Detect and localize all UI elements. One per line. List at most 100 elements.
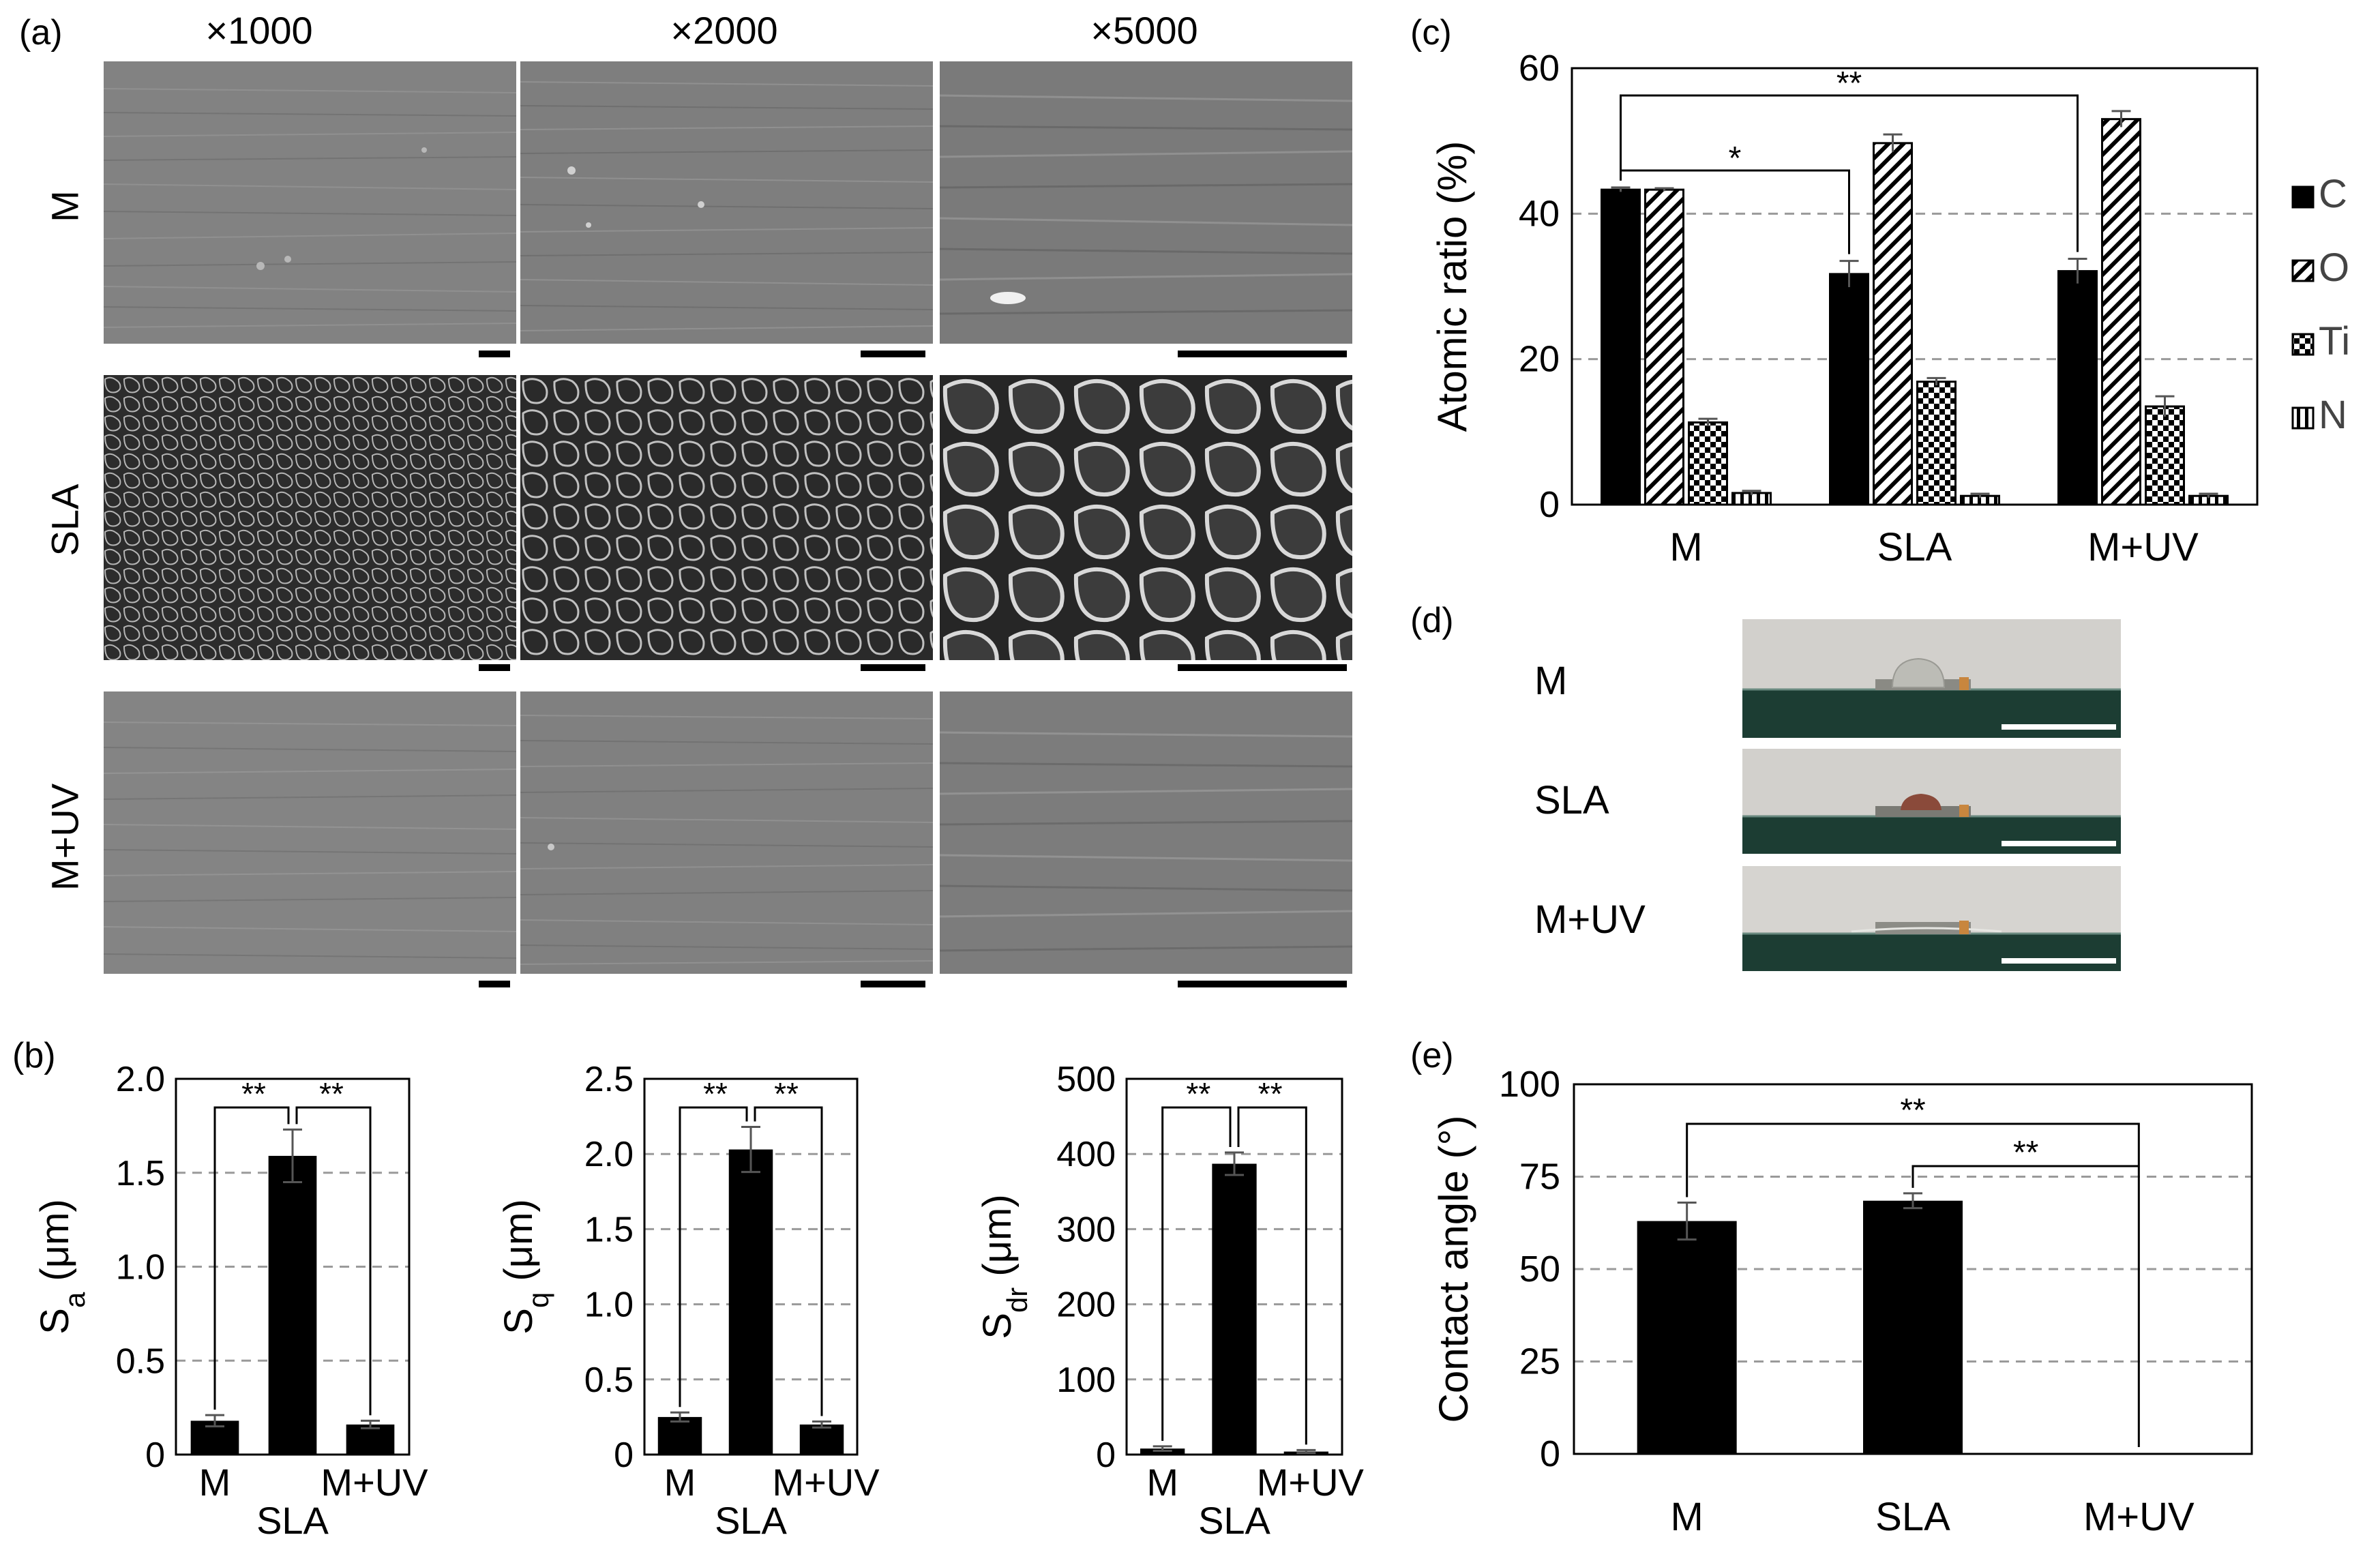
x-tick-label: SLA: [1877, 525, 1952, 569]
sem-image-sla-x1000: [104, 375, 516, 660]
significance-bracket: [1620, 94, 2079, 252]
y-tick-label: 2.0: [584, 1135, 634, 1174]
significance-bracket: [213, 1106, 290, 1410]
scale-bar: [1178, 981, 1347, 987]
x-tick-label: M: [1671, 1495, 1704, 1539]
significance-label: **: [319, 1076, 344, 1112]
bar-c-m: [1601, 188, 1641, 506]
x-tick-label: SLA: [715, 1499, 787, 1542]
chart-contact-angle: 0 25 50 75 100 M SLA M+UV ** ** Contact angle (°): [1405, 1050, 2380, 1563]
y-tick-label: 0: [614, 1435, 634, 1475]
x-tick-label: M+UV: [321, 1461, 428, 1504]
significance-label: **: [1186, 1076, 1210, 1112]
significance-label: *: [1729, 140, 1742, 177]
y-tick-label: 25: [1519, 1341, 1560, 1382]
y-axis-label: Sa (μm): [33, 1199, 91, 1334]
chart-sdr: 0 100 200 300 400 500 ** ** M M+UV SLA Sdr (μm): [968, 1050, 1391, 1563]
y-tick-label: 1.0: [116, 1248, 165, 1287]
scale-bar: [1178, 664, 1347, 671]
y-tick-label: 60: [1519, 48, 1560, 89]
bar-muv: [346, 1424, 395, 1455]
sem-image-muv-x1000: [104, 691, 516, 974]
y-tick-label: 100: [1499, 1064, 1560, 1105]
significance-label: **: [241, 1076, 266, 1112]
sem-image-m-x1000: [104, 61, 516, 344]
sem-row-label-sla: SLA: [43, 483, 87, 556]
bar-sla: [1863, 1200, 1963, 1454]
y-tick-label: 20: [1519, 339, 1560, 380]
chart-atomic-ratio: 0 20 40 60 M SLA M+UV ** * Atomic ratio (%) C O Ti N: [1405, 27, 2380, 593]
bar-o-muv: [2101, 118, 2141, 506]
y-tick-label: 0: [1539, 484, 1560, 525]
significance-bracket: [1912, 1165, 2139, 1188]
droplet-label-muv: M+UV: [1534, 897, 1646, 942]
scale-bar: [861, 351, 925, 357]
x-tick-label: SLA: [256, 1499, 329, 1542]
legend-swatch-n: [2291, 406, 2315, 430]
chart-sa: 0 0.5 1.0 1.5 2.0 ** ** M M+UV SLA Sa (μm): [0, 1050, 491, 1563]
y-tick-label: 0: [145, 1435, 165, 1475]
y-tick-label: 2.5: [584, 1060, 634, 1099]
panel-c-label: (c): [1410, 13, 1452, 53]
x-tick-label: M: [1669, 525, 1702, 569]
y-tick-label: 40: [1519, 193, 1560, 234]
y-tick-label: 1.5: [116, 1154, 165, 1193]
panel-a-label: (a): [19, 13, 63, 53]
y-tick-label: 2.0: [116, 1060, 165, 1099]
y-tick-label: 50: [1519, 1249, 1560, 1290]
bar-sla: [1212, 1163, 1257, 1455]
significance-bracket: [295, 1106, 372, 1416]
x-tick-label: M+UV: [1257, 1461, 1365, 1504]
droplet-label-sla: SLA: [1534, 778, 1609, 822]
scale-bar: [861, 981, 925, 987]
y-tick-label: 0: [1096, 1435, 1116, 1475]
y-axis-label: Sq (μm): [496, 1199, 554, 1334]
y-tick-label: 0: [1540, 1433, 1560, 1474]
droplet-photo-muv: [1742, 866, 2121, 971]
bar-muv: [799, 1424, 844, 1455]
significance-label: **: [703, 1076, 728, 1112]
droplet-label-m: M: [1534, 659, 1568, 703]
significance-bracket: [754, 1106, 823, 1416]
significance-bracket: [1237, 1106, 1307, 1445]
y-tick-label: 1.0: [584, 1285, 634, 1325]
y-tick-label: 100: [1056, 1360, 1116, 1400]
y-axis-label: Atomic ratio (%): [1429, 141, 1475, 432]
magnification-label-2000: ×2000: [670, 9, 778, 52]
significance-bracket: [679, 1106, 748, 1408]
sem-image-sla-x2000: [520, 375, 933, 660]
scale-bar: [1178, 351, 1347, 357]
plot-frame: [1571, 67, 2259, 506]
scale-bar: [479, 981, 510, 987]
bar-o-m: [1644, 188, 1684, 506]
x-tick-label: SLA: [1875, 1495, 1950, 1539]
significance-label: **: [2013, 1135, 2038, 1171]
sem-image-m-x5000: [940, 61, 1352, 344]
sem-row-label-m: M: [43, 190, 87, 222]
legend-swatch-o: [2291, 259, 2315, 282]
scale-bar: [479, 351, 510, 357]
x-tick-label: M: [1146, 1461, 1178, 1504]
bar-ti-muv: [2145, 405, 2185, 506]
legend-label-c: C: [2319, 172, 2347, 216]
x-tick-label: M+UV: [772, 1461, 880, 1504]
bar-m: [657, 1416, 702, 1455]
panel-e-label: (e): [1410, 1036, 1454, 1075]
significance-label: **: [1258, 1076, 1283, 1112]
sem-image-sla-x5000: [940, 375, 1352, 660]
bar-m: [1637, 1221, 1737, 1454]
scale-bar: [479, 664, 510, 671]
sem-image-m-x2000: [520, 61, 933, 344]
y-tick-label: 400: [1056, 1135, 1116, 1174]
y-tick-label: 1.5: [584, 1210, 634, 1249]
sem-image-muv-x2000: [520, 691, 933, 974]
y-tick-label: 0.5: [584, 1360, 634, 1400]
legend-label-ti: Ti: [2319, 319, 2350, 363]
bar-c-muv: [2057, 270, 2098, 506]
significance-label: **: [1836, 65, 1862, 102]
bar-sla: [268, 1155, 317, 1455]
legend-swatch-ti: [2291, 333, 2315, 356]
y-tick-label: 200: [1056, 1285, 1116, 1325]
legend-swatch-c: [2291, 185, 2315, 209]
legend-label-n: N: [2319, 393, 2347, 437]
